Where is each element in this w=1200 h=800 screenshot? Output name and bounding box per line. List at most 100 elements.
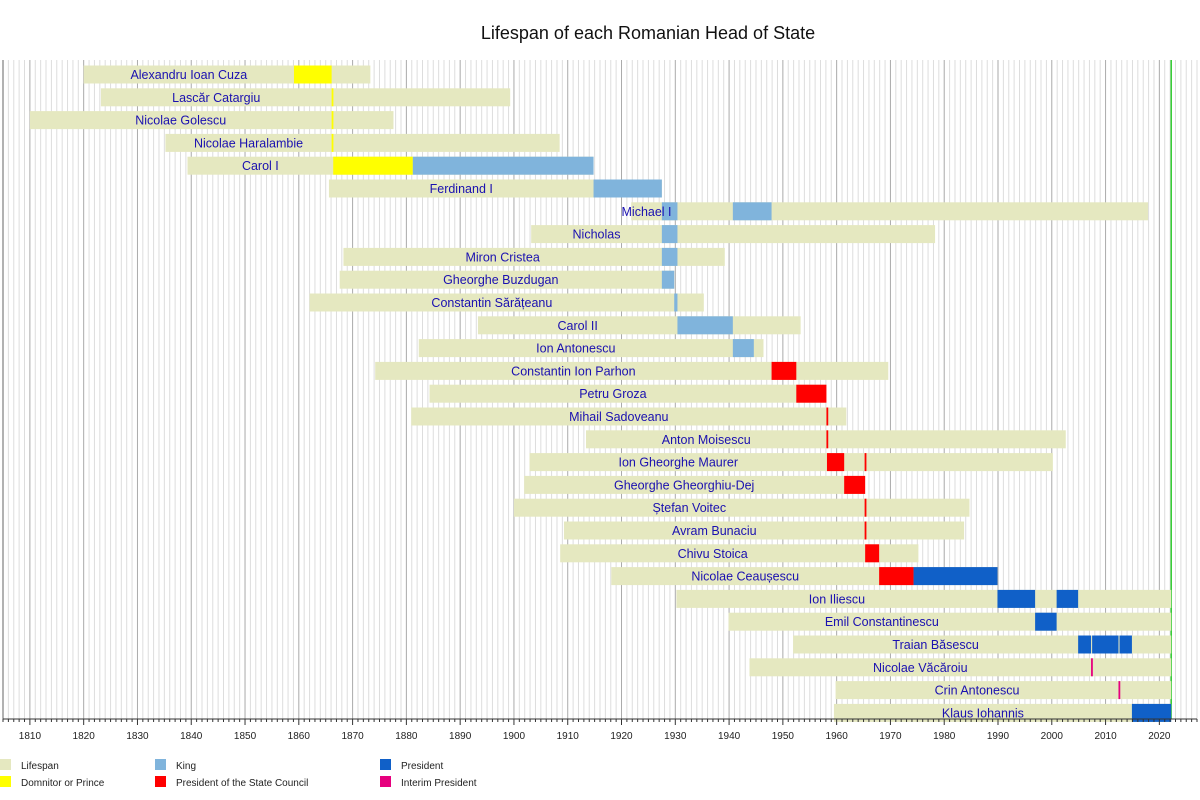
term-bar-dom: [333, 156, 413, 175]
lifespan-bar: [563, 521, 965, 540]
person-row: Alexandru Ioan Cuza: [83, 65, 371, 84]
lifespan-bar: [676, 589, 1172, 608]
term-bar-psc: [826, 407, 829, 426]
person-name-label: Crin Antonescu: [935, 684, 1020, 698]
bars: Alexandru Ioan Cuza Lascăr Catargiu Nicola…: [29, 65, 1172, 722]
x-tick-label: 1860: [288, 731, 311, 742]
person-row: Klaus Iohannis: [833, 703, 1172, 722]
legend-swatch: [155, 776, 166, 787]
person-name-label: Gheorghe Gheorghiu-Dej: [614, 478, 754, 492]
legend-swatch: [380, 759, 391, 770]
person-name-label: Lascăr Catargiu: [172, 91, 260, 105]
person-name-label: Nicholas: [573, 228, 621, 242]
person-row: Traian Băsescu: [793, 635, 1172, 654]
person-row: Michael I: [622, 202, 1149, 221]
person-name-label: Avram Bunaciu: [672, 524, 757, 538]
x-tick-label: 1880: [395, 731, 418, 742]
legend-label: President of the State Council: [176, 778, 308, 789]
person-row: Gheorghe Buzdugan: [339, 270, 675, 289]
legend-label: Interim President: [401, 778, 477, 789]
lifespan-bar: [100, 88, 511, 107]
lifespan-bar: [411, 407, 847, 426]
lifespan-bar: [531, 225, 936, 244]
person-name-label: Chivu Stoica: [678, 547, 748, 561]
legend-label: President: [401, 761, 443, 772]
x-tick-label: 2000: [1041, 731, 1064, 742]
person-name-label: Petru Groza: [579, 387, 646, 401]
term-bar-psc: [864, 498, 867, 517]
person-row: Ion Antonescu: [418, 339, 764, 358]
term-bar-pres: [1131, 703, 1172, 722]
lifespan-bar: [793, 635, 1172, 654]
person-name-label: Michael I: [622, 205, 672, 219]
person-name-label: Miron Cristea: [465, 250, 539, 264]
term-bar-dom: [331, 111, 334, 130]
term-bar-king: [677, 316, 733, 335]
person-row: Nicolae Ceaușescu: [611, 567, 998, 586]
person-row: Nicholas: [531, 225, 936, 244]
person-name-label: Carol II: [558, 319, 598, 333]
person-row: Constantin Ion Parhon: [375, 361, 889, 380]
x-tick-label: 1980: [933, 731, 956, 742]
person-row: Petru Groza: [429, 384, 827, 403]
lifespan-bar: [513, 498, 970, 517]
x-tick-label: 1850: [234, 731, 257, 742]
lifespan-bar: [477, 316, 801, 335]
term-bar-psc: [865, 544, 880, 563]
legend-label: King: [176, 761, 196, 772]
lifespan-bar: [529, 453, 1053, 472]
x-tick-label: 1910: [557, 731, 580, 742]
lifespan-bar: [339, 270, 675, 289]
person-row: Carol II: [477, 316, 801, 335]
term-bar-dom: [331, 88, 334, 107]
term-bar-psc: [864, 453, 867, 472]
legend-item: Domnitor or Prince: [0, 776, 105, 789]
term-bar-pres: [1035, 612, 1057, 631]
term-bar-king: [732, 202, 772, 221]
legend-item: Lifespan: [0, 759, 59, 772]
term-bar-king: [593, 179, 662, 198]
x-axis: 1810 1820 1830 1840 1850 1860 1870 1880 1890 1900…: [2, 718, 1198, 742]
person-name-label: Gheorghe Buzdugan: [443, 273, 558, 287]
lifespan-bar: [29, 111, 394, 130]
term-bar-psc: [771, 361, 797, 380]
person-name-label: Nicolae Văcăroiu: [873, 661, 968, 675]
lifespan-bar: [165, 133, 560, 152]
x-tick-label: 1870: [341, 731, 364, 742]
legend-item: President: [380, 759, 443, 772]
person-name-label: Ștefan Voitec: [652, 501, 726, 515]
person-name-label: Constantin Ion Parhon: [511, 364, 635, 378]
person-name-label: Ion Gheorghe Maurer: [618, 456, 738, 470]
term-bar-king: [412, 156, 594, 175]
x-tick-label: 1900: [503, 731, 526, 742]
term-bar-king: [661, 202, 678, 221]
term-bar-pres: [997, 589, 1036, 608]
person-row: Constantin Sărățeanu: [309, 293, 704, 312]
lifespan-bar: [429, 384, 827, 403]
person-name-label: Nicolae Ceaușescu: [691, 570, 799, 584]
legend-item: President of the State Council: [155, 776, 308, 789]
term-bar-interim: [1091, 658, 1093, 677]
person-name-label: Emil Constantinescu: [825, 615, 939, 629]
term-bar-psc: [826, 430, 829, 449]
term-bar-dom: [331, 133, 334, 152]
term-bar-psc: [864, 521, 867, 540]
term-bar-pres: [1119, 635, 1132, 654]
x-tick-label: 1930: [664, 731, 687, 742]
term-bar-king: [661, 225, 678, 244]
person-name-label: Carol I: [242, 159, 279, 173]
x-tick-label: 1890: [449, 731, 472, 742]
person-row: Ion Gheorghe Maurer: [529, 453, 1053, 472]
person-row: Carol I: [187, 156, 594, 175]
person-name-label: Constantin Sărățeanu: [431, 296, 552, 310]
term-bar-psc: [879, 567, 914, 586]
term-bar-psc: [844, 475, 866, 494]
person-name-label: Mihail Sadoveanu: [569, 410, 668, 424]
person-row: Miron Cristea: [343, 247, 725, 266]
x-tick-label: 1810: [19, 731, 42, 742]
term-bar-king: [661, 270, 675, 289]
lifespan-bar: [560, 544, 919, 563]
lifespan-bar: [328, 179, 662, 198]
person-row: Nicolae Haralambie: [165, 133, 560, 152]
